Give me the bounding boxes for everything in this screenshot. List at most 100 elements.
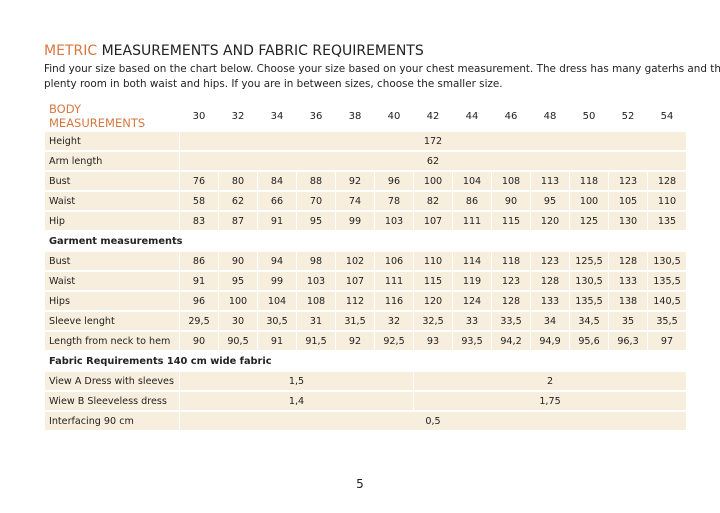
cell: 90 <box>492 192 530 210</box>
title-accent: METRIC <box>44 43 98 59</box>
size-header: 30 <box>180 102 218 130</box>
cell: 123 <box>609 172 647 190</box>
cell: 125 <box>570 212 608 230</box>
cell: 102 <box>336 252 374 270</box>
cell: 96 <box>180 292 218 310</box>
cell: 2 <box>414 372 686 390</box>
cell: 32 <box>375 312 413 330</box>
cell: 140,5 <box>648 292 686 310</box>
cell: 94,9 <box>531 332 569 350</box>
cell: 114 <box>453 252 491 270</box>
cell: 33 <box>453 312 491 330</box>
cell: 94 <box>258 252 296 270</box>
size-header: 40 <box>375 102 413 130</box>
section-title: Fabric Requirements 140 cm wide fabric <box>45 352 686 370</box>
size-header: 52 <box>609 102 647 130</box>
cell: 105 <box>609 192 647 210</box>
cell: 138 <box>609 292 647 310</box>
cell: 103 <box>297 272 335 290</box>
cell: 30,5 <box>258 312 296 330</box>
section-title: Garment measurements <box>45 232 686 250</box>
cell: 91 <box>180 272 218 290</box>
cell: 93,5 <box>453 332 491 350</box>
row-label: Arm length <box>45 152 179 170</box>
size-header: 48 <box>531 102 569 130</box>
cell: 115 <box>492 212 530 230</box>
cell: 118 <box>570 172 608 190</box>
cell: 94,2 <box>492 332 530 350</box>
data-row: Wiew B Sleeveless dress 1,4 1,75 <box>45 392 686 410</box>
cell: 110 <box>648 192 686 210</box>
page-number: 5 <box>356 477 364 491</box>
cell: 99 <box>258 272 296 290</box>
cell: 128 <box>648 172 686 190</box>
cell: 95 <box>297 212 335 230</box>
cell: 62 <box>219 192 257 210</box>
cell: 90,5 <box>219 332 257 350</box>
cell: 91 <box>258 212 296 230</box>
cell: 135,5 <box>570 292 608 310</box>
cell: 62 <box>180 152 686 170</box>
cell: 115 <box>414 272 452 290</box>
cell: 30 <box>219 312 257 330</box>
row-label: View A Dress with sleeves <box>45 372 179 390</box>
cell: 86 <box>453 192 491 210</box>
cell: 92,5 <box>375 332 413 350</box>
cell: 66 <box>258 192 296 210</box>
cell: 83 <box>180 212 218 230</box>
cell: 70 <box>297 192 335 210</box>
data-row: Waist 91 95 99 103 107 111 115 119 123 128 130,5 133… <box>45 272 686 290</box>
cell: 88 <box>297 172 335 190</box>
cell: 135 <box>648 212 686 230</box>
cell: 108 <box>492 172 530 190</box>
cell: 100 <box>414 172 452 190</box>
row-label: Waist <box>45 192 179 210</box>
cell: 95 <box>531 192 569 210</box>
cell: 93 <box>414 332 452 350</box>
data-row: Sleeve lenght 29,5 30 30,5 31 31,5 32 32,5 33 33,… <box>45 312 686 330</box>
cell: 107 <box>414 212 452 230</box>
data-row: Interfacing 90 cm 0,5 <box>45 412 686 430</box>
section-row: Fabric Requirements 140 cm wide fabric <box>45 352 686 370</box>
cell: 98 <box>297 252 335 270</box>
intro: Find your size based on the chart below.… <box>44 62 720 92</box>
intro-line: Find your size based on the chart below.… <box>44 63 720 75</box>
data-row: Bust 86 90 94 98 102 106 110 114 118 123 125,5 128 13… <box>45 252 686 270</box>
cell: 82 <box>414 192 452 210</box>
cell: 90 <box>219 252 257 270</box>
cell: 92 <box>336 172 374 190</box>
row-label: Hip <box>45 212 179 230</box>
cell: 92 <box>336 332 374 350</box>
cell: 108 <box>297 292 335 310</box>
cell: 110 <box>414 252 452 270</box>
cell: 123 <box>492 272 530 290</box>
row-label: Length from neck to hem <box>45 332 179 350</box>
cell: 35,5 <box>648 312 686 330</box>
data-row: Waist 58 62 66 70 74 78 82 86 90 95 100 105 110 <box>45 192 686 210</box>
cell: 96 <box>375 172 413 190</box>
cell: 135,5 <box>648 272 686 290</box>
size-header: 54 <box>648 102 686 130</box>
cell: 35 <box>609 312 647 330</box>
cell: 104 <box>258 292 296 310</box>
cell: 32,5 <box>414 312 452 330</box>
data-row: View A Dress with sleeves 1,5 2 <box>45 372 686 390</box>
row-label: Bust <box>45 252 179 270</box>
header-row: BODY MEASUREMENTS 30 32 34 36 38 40 42 44 46 48 50 5… <box>45 102 686 130</box>
row-label: Wiew B Sleeveless dress <box>45 392 179 410</box>
size-header: 50 <box>570 102 608 130</box>
cell: 120 <box>531 212 569 230</box>
size-table: BODY MEASUREMENTS 30 32 34 36 38 40 42 44 46 48 50 5… <box>44 100 687 432</box>
cell: 106 <box>375 252 413 270</box>
cell: 34,5 <box>570 312 608 330</box>
data-row: Arm length 62 <box>45 152 686 170</box>
intro-line: plenty room in both waist and hips. If y… <box>44 78 503 90</box>
cell: 86 <box>180 252 218 270</box>
size-header: 36 <box>297 102 335 130</box>
cell: 97 <box>648 332 686 350</box>
cell: 87 <box>219 212 257 230</box>
cell: 133 <box>531 292 569 310</box>
cell: 120 <box>414 292 452 310</box>
size-header: 46 <box>492 102 530 130</box>
